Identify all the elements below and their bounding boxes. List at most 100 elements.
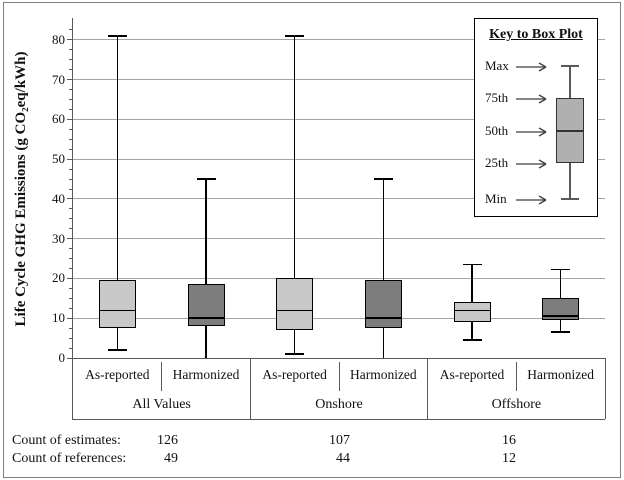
- y-tick-label: 30: [52, 230, 65, 246]
- y-major-tick: [67, 277, 73, 279]
- x-axis-line: [72, 357, 605, 359]
- subcolumn-separator-line: [515, 362, 517, 391]
- y-minor-tick: [69, 228, 73, 230]
- gridline: [73, 158, 605, 160]
- gridline: [73, 238, 605, 240]
- whisker-cap-max: [551, 268, 571, 271]
- subcolumn-separator-line: [161, 362, 163, 391]
- gridline: [73, 277, 605, 279]
- y-minor-tick: [69, 208, 73, 210]
- whisker-upper: [205, 179, 207, 285]
- key-sample-cap-max: [561, 65, 579, 67]
- key-sample-median: [556, 130, 584, 132]
- category-label: Harmonized: [349, 367, 417, 382]
- median-line: [98, 309, 136, 312]
- key-sample-cap-min: [561, 198, 579, 200]
- whisker-lower: [205, 326, 207, 358]
- footer-count-value: 16: [502, 433, 516, 448]
- y-tick-label: 80: [52, 31, 65, 47]
- whisker-upper: [382, 179, 385, 281]
- y-major-tick: [67, 158, 73, 160]
- y-major-tick: [67, 238, 73, 240]
- category-label: As-reported: [439, 367, 505, 382]
- gridline: [73, 198, 605, 200]
- median-line: [276, 309, 314, 312]
- whisker-lower: [382, 328, 385, 358]
- whisker-upper: [559, 269, 562, 299]
- y-minor-tick: [69, 148, 73, 150]
- footer-count-value: 12: [502, 451, 516, 466]
- whisker-lower: [471, 322, 473, 341]
- median-line: [453, 309, 491, 312]
- gridline: [73, 79, 605, 81]
- whisker-upper: [471, 264, 473, 303]
- y-minor-tick: [69, 188, 73, 190]
- group-label-onshore: Onshore: [315, 397, 363, 412]
- category-label: As-reported: [262, 367, 327, 382]
- key-entry-label-max: Max: [485, 58, 509, 73]
- y-minor-tick: [69, 297, 73, 299]
- gridline: [73, 118, 605, 120]
- y-minor-tick: [69, 128, 73, 130]
- arrow-right-icon: [515, 92, 551, 104]
- whisker-cap-min: [285, 353, 305, 355]
- median-line: [187, 317, 225, 319]
- y-tick-label: 10: [52, 310, 65, 326]
- box-as-reported-all-values: [98, 280, 136, 329]
- whisker-cap-max: [196, 178, 216, 180]
- y-minor-tick: [69, 287, 73, 289]
- footer-row-label: Count of references:: [12, 451, 127, 466]
- box-harmonized-offshore: [542, 298, 580, 321]
- y-minor-tick: [69, 138, 73, 140]
- group-separator-line: [427, 358, 429, 419]
- y-minor-tick: [69, 178, 73, 180]
- y-minor-tick: [69, 89, 73, 91]
- y-major-tick: [67, 79, 73, 81]
- whisker-cap-max: [107, 35, 127, 37]
- y-minor-tick: [69, 59, 73, 61]
- y-tick-label: 0: [58, 350, 66, 365]
- label-area-right-line: [604, 358, 606, 419]
- y-major-tick: [67, 317, 73, 319]
- y-minor-tick: [69, 248, 73, 250]
- y-minor-tick: [69, 258, 73, 260]
- gridline: [73, 317, 605, 319]
- y-major-tick: [67, 198, 73, 200]
- y-major-tick: [67, 39, 73, 41]
- y-tick-label: 70: [52, 71, 65, 87]
- footer-count-value: 126: [157, 433, 178, 448]
- y-minor-tick: [69, 307, 73, 309]
- y-minor-tick: [69, 347, 73, 349]
- y-major-tick: [67, 357, 73, 359]
- footer-count-value: 44: [336, 451, 350, 466]
- category-label: Harmonized: [172, 367, 240, 382]
- whisker-cap-max: [462, 263, 482, 266]
- box-harmonized-onshore: [364, 280, 402, 329]
- y-minor-tick: [69, 268, 73, 270]
- key-body: Max 75th 50th 25th Min: [475, 19, 597, 216]
- y-tick-label: 50: [52, 151, 65, 167]
- y-minor-tick: [69, 108, 73, 110]
- median-line: [364, 317, 402, 319]
- whisker-cap-max: [373, 178, 393, 180]
- boxplot-key: Key to Box Plot Max 75th 50th 25th Min: [474, 18, 598, 217]
- figure-border: [3, 2, 621, 478]
- y-tick-label: 60: [52, 111, 65, 127]
- whisker-cap-max: [285, 35, 305, 37]
- whisker-lower: [293, 330, 296, 354]
- whisker-lower: [559, 320, 562, 333]
- whisker-lower: [116, 328, 119, 351]
- y-minor-tick: [69, 168, 73, 170]
- median-line: [542, 315, 580, 317]
- box-as-reported-offshore: [453, 302, 491, 323]
- footer-count-value: 107: [329, 433, 350, 448]
- group-label-all-values: All Values: [132, 397, 191, 412]
- gridline: [73, 39, 605, 41]
- y-tick-label: 40: [52, 190, 65, 206]
- y-major-tick: [67, 118, 73, 120]
- key-entry-label-75th: 75th: [485, 90, 509, 105]
- y-minor-tick: [69, 327, 73, 329]
- y-minor-tick: [69, 29, 73, 31]
- whisker-upper: [293, 35, 296, 279]
- y-minor-tick: [69, 218, 73, 220]
